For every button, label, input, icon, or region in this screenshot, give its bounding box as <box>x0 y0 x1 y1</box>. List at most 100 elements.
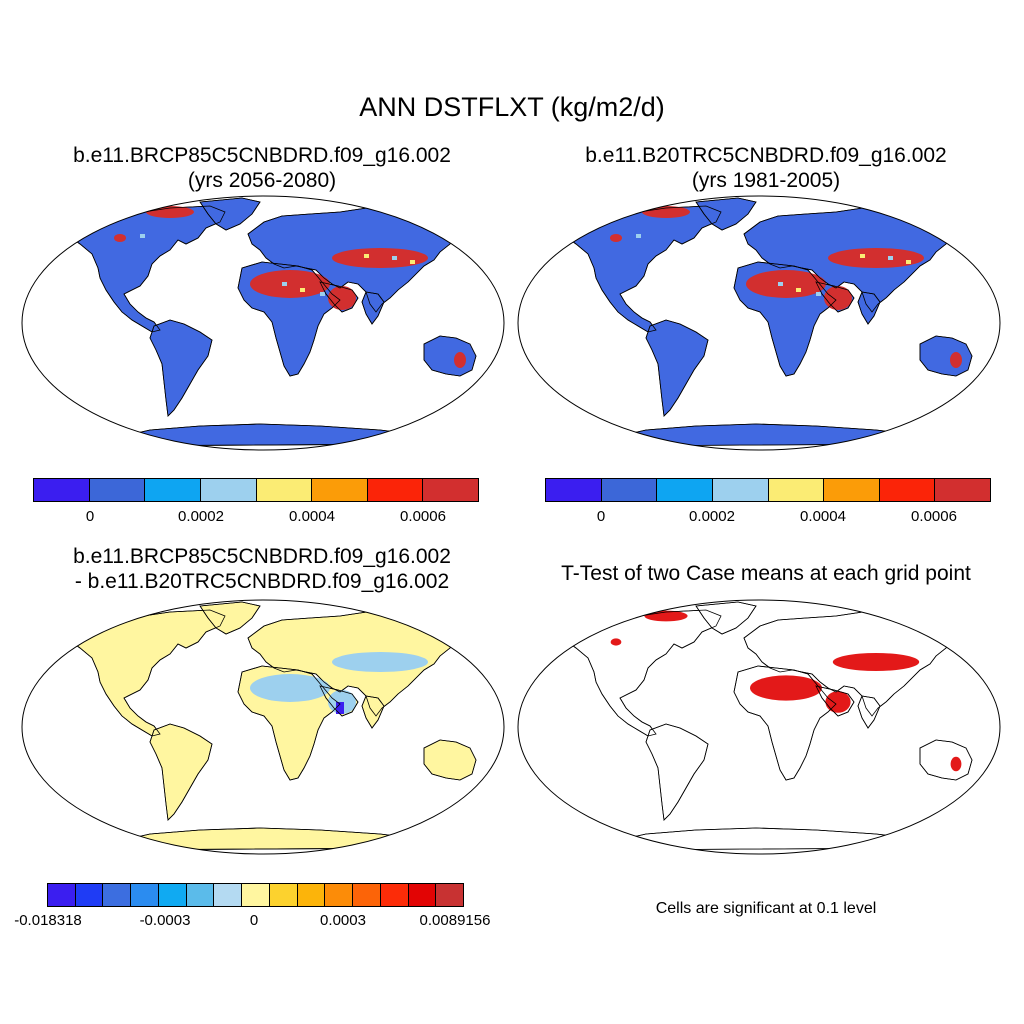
dust-region-0 <box>250 270 330 298</box>
dust-region-2 <box>828 248 924 268</box>
map-panel-rcp85 <box>21 195 505 451</box>
dust-speckle <box>796 288 801 292</box>
cbar3-tick-label: -0.018318 <box>14 912 82 929</box>
cbar1-swatch-7 <box>423 479 478 501</box>
panel-1-title-line2: (yrs 2056-2080) <box>187 169 337 192</box>
coastline-arabia <box>319 685 359 717</box>
coastline-south-america <box>645 723 709 821</box>
continent-north-america <box>561 609 722 737</box>
significant-region-2 <box>832 653 920 671</box>
coastline-australia <box>919 335 973 377</box>
continent-north-america <box>65 609 226 737</box>
dust-speckle <box>906 260 911 264</box>
coastline-africa <box>733 665 837 781</box>
cbar3-swatch-8 <box>269 884 298 906</box>
coastline-north-america <box>65 205 226 333</box>
cbar3-swatch-9 <box>297 884 326 906</box>
continent-south-america <box>645 319 709 417</box>
significance-note: Cells are significant at 0.1 level <box>655 900 877 917</box>
cbar3-swatch-10 <box>325 884 354 906</box>
map-panel-difference <box>21 599 505 855</box>
coastline-south-america <box>149 319 213 417</box>
dust-region-5 <box>454 352 466 368</box>
coastline-africa <box>237 261 341 377</box>
continent-south-america <box>149 319 213 417</box>
colorbar-rcp85 <box>33 478 479 502</box>
cbar2-tick-label: 0.0004 <box>800 508 846 525</box>
significant-region-0 <box>750 675 822 701</box>
dust-region-2 <box>332 248 428 268</box>
dust-speckle <box>860 254 865 258</box>
coastline-greenland <box>199 197 261 231</box>
coastline-north-america <box>65 609 226 737</box>
cbar1-swatch-4 <box>256 479 313 501</box>
cbar1-swatch-0 <box>34 479 90 501</box>
panel-1-title-line1: b.e11.BRCP85C5CNBDRD.f09_g16.002 <box>73 144 451 167</box>
continent-antarctica <box>585 423 938 447</box>
panel-1-title: b.e11.BRCP85C5CNBDRD.f09_g16.002 (yrs 20… <box>12 143 512 193</box>
cbar3-swatch-3 <box>131 884 159 906</box>
cbar2-tick-label: 0 <box>596 508 606 525</box>
coastline-africa <box>237 665 341 781</box>
cbar3-swatch-11 <box>353 884 381 906</box>
coastline-north-america <box>561 205 722 333</box>
cbar2-swatch-1 <box>601 479 658 501</box>
decrease-region-0 <box>250 674 330 702</box>
panel-3-title-line1: b.e11.BRCP85C5CNBDRD.f09_g16.002 <box>73 545 451 568</box>
continent-south-america <box>645 723 709 821</box>
dust-region-1 <box>824 286 852 310</box>
dust-region-3 <box>610 234 622 242</box>
panel-4-title: T-Test of two Case means at each grid po… <box>561 562 971 585</box>
dust-speckle <box>816 292 821 296</box>
colorbar-historical <box>545 478 991 502</box>
coastline-africa <box>733 261 837 377</box>
dust-speckle <box>888 256 893 260</box>
cbar3-swatch-14 <box>436 884 464 906</box>
significant-region-1 <box>825 691 851 713</box>
panel-2-title-line2: (yrs 1981-2005) <box>691 169 841 192</box>
coastline-australia <box>919 739 973 781</box>
cbar3-tick-label: -0.0003 <box>139 912 191 929</box>
cbar3-swatch-5 <box>186 884 215 906</box>
dust-speckle <box>364 254 369 258</box>
cbar3-tick-label: 0.0003 <box>320 912 366 929</box>
map-border <box>21 599 505 855</box>
map-panel-historical <box>517 195 1001 451</box>
cbar2-tick-label: 0.0006 <box>911 508 957 525</box>
cbar1-swatch-3 <box>200 479 257 501</box>
significant-region-5 <box>950 756 962 772</box>
continent-antarctica <box>585 827 938 851</box>
coastline-antarctica <box>585 827 938 851</box>
continent-south-america <box>149 723 213 821</box>
cbar2-swatch-0 <box>546 479 602 501</box>
figure-title: ANN DSTFLXT (kg/m2/d) <box>359 92 665 122</box>
dust-speckle <box>300 288 305 292</box>
cbar1-tick-label: 0 <box>85 508 95 525</box>
panel-3-title: b.e11.BRCP85C5CNBDRD.f09_g16.002 - b.e11… <box>12 544 512 594</box>
dust-speckle <box>392 256 397 260</box>
coastline-south-america <box>645 319 709 417</box>
map-border <box>21 195 505 451</box>
coastline-arabia <box>815 685 855 717</box>
cbar1-tick-label: 0.0004 <box>289 508 335 525</box>
dust-speckle <box>320 292 325 296</box>
dust-region-3 <box>114 234 126 242</box>
cbar1-swatch-5 <box>312 479 368 501</box>
coastline-antarctica <box>585 423 938 447</box>
strong-decrease-cell <box>336 702 344 714</box>
cbar1-swatch-1 <box>89 479 146 501</box>
cbar2-swatch-4 <box>768 479 825 501</box>
cbar2-swatch-6 <box>879 479 936 501</box>
cbar3-tick-label: 0 <box>249 912 259 929</box>
cbar2-swatch-2 <box>657 479 713 501</box>
cbar3-swatch-0 <box>48 884 76 906</box>
coastline-antarctica <box>89 827 442 851</box>
cbar1-tick-label: 0.0006 <box>400 508 446 525</box>
cbar3-swatch-1 <box>75 884 104 906</box>
coastline-antarctica <box>89 423 442 447</box>
colorbar-difference <box>47 883 464 907</box>
dust-region-5 <box>950 352 962 368</box>
dust-region-0 <box>746 270 826 298</box>
coastline-arabia <box>319 281 359 313</box>
map-border <box>517 195 1001 451</box>
